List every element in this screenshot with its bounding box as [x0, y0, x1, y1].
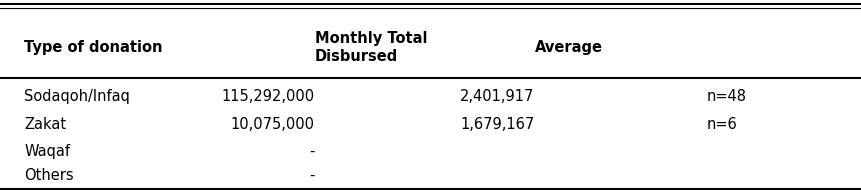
Text: Average: Average	[534, 40, 602, 55]
Text: Type of donation: Type of donation	[24, 40, 163, 55]
Text: n=48: n=48	[706, 89, 746, 104]
Text: Monthly Total
Disbursed: Monthly Total Disbursed	[314, 31, 427, 64]
Text: 10,075,000: 10,075,000	[231, 117, 314, 132]
Text: 1,679,167: 1,679,167	[460, 117, 534, 132]
Text: Waqaf: Waqaf	[24, 144, 70, 158]
Text: 115,292,000: 115,292,000	[221, 89, 314, 104]
Text: Others: Others	[24, 168, 74, 183]
Text: -: -	[309, 168, 314, 183]
Text: -: -	[309, 144, 314, 158]
Text: Zakat: Zakat	[24, 117, 66, 132]
Text: 2,401,917: 2,401,917	[460, 89, 534, 104]
Text: Sodaqoh/Infaq: Sodaqoh/Infaq	[24, 89, 130, 104]
Text: n=6: n=6	[706, 117, 737, 132]
